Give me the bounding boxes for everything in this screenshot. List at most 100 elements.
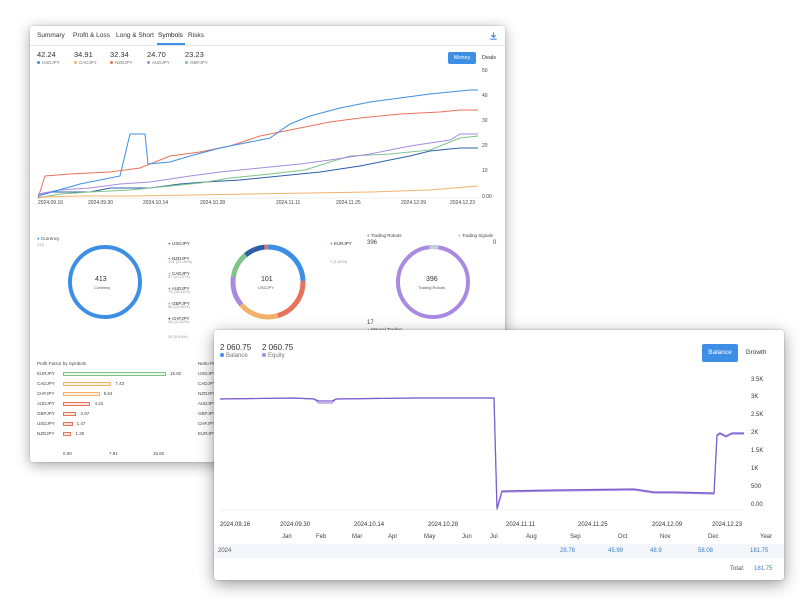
month-header: Mar bbox=[352, 534, 363, 540]
manual-count: 17 bbox=[367, 320, 374, 326]
money-button[interactable]: Money bbox=[448, 52, 476, 64]
balance-legend[interactable]: 2 060.75 Balance bbox=[220, 343, 251, 359]
pf-symbol: CHFJPY bbox=[37, 391, 55, 396]
symbols-legend-item[interactable]: ● GBPJPY 48 (11.62%) bbox=[168, 301, 190, 324]
legend-gbpjpy[interactable]: 23.23 GBPJPY bbox=[185, 50, 208, 65]
x-tick: 2024.12.23 bbox=[712, 522, 743, 528]
legend-nzdjpy[interactable]: 32.34 NZDJPY bbox=[110, 50, 133, 65]
netto-symbol: CHFJPY bbox=[198, 421, 216, 426]
robots-label: Trading Robots bbox=[370, 233, 402, 238]
eurjpy-legend[interactable]: ● EURJPY 7 (1.69%) bbox=[330, 241, 352, 264]
symbols-center-label: USDJPY bbox=[258, 285, 274, 290]
month-header: Apr bbox=[388, 534, 398, 540]
symbol-name: AUDJPY bbox=[171, 286, 190, 291]
pf-bar[interactable] bbox=[63, 412, 77, 416]
equity-label: Equity bbox=[268, 353, 285, 359]
pf-bar[interactable] bbox=[63, 382, 112, 386]
manual-trading-legend[interactable]: ● Manual Trading bbox=[367, 327, 402, 332]
month-value[interactable]: 28.78 bbox=[560, 548, 576, 554]
symbol-detail: 101 (24.46%) bbox=[168, 259, 193, 264]
netto-profit-title: Netto Profit bbox=[198, 361, 221, 366]
month-value[interactable]: 45.99 bbox=[608, 548, 624, 554]
symbols-legend-item[interactable]: ● CADJPY 75 (18.16%) bbox=[168, 271, 190, 294]
symbols-legend-item[interactable]: ● AUDJPY 56 (13.56%) bbox=[168, 286, 190, 309]
robots-center-label: Trading Robots bbox=[418, 285, 446, 290]
tab-summary[interactable]: Summary bbox=[37, 32, 65, 39]
symbols-legend-item[interactable]: ● CHFJPY 39 (9.44%) bbox=[168, 316, 190, 339]
pf-bar[interactable] bbox=[63, 392, 100, 396]
legend-dot bbox=[37, 61, 40, 65]
equity-legend[interactable]: 2 060.75 Equity bbox=[262, 343, 293, 359]
series-gbpjpy-line bbox=[37, 135, 479, 199]
pf-symbol: USDJPY bbox=[37, 421, 55, 426]
x-tick: 2024.09.30 bbox=[280, 522, 311, 528]
download-icon[interactable] bbox=[489, 31, 498, 41]
y-tick: 1K bbox=[751, 466, 759, 472]
month-value[interactable]: 181.75 bbox=[750, 548, 769, 554]
symbols-legend-item[interactable]: ● NZDJPY 87 (21.07%) bbox=[168, 256, 190, 279]
pf-value: 1.30 bbox=[75, 431, 85, 436]
trading-robots-legend[interactable]: ● Trading Robots bbox=[367, 233, 402, 238]
pf-bar[interactable] bbox=[63, 402, 91, 406]
x-tick: 2024.12.09 bbox=[652, 522, 683, 528]
y-tick: 30 bbox=[482, 118, 488, 124]
legend-label: GBPJPY bbox=[190, 60, 208, 65]
legend-label: NZDJPY bbox=[115, 60, 133, 65]
total-label: Total: bbox=[730, 566, 745, 572]
trading-signals-legend[interactable]: ● Trading Signals bbox=[458, 233, 493, 238]
tab-risks[interactable]: Risks bbox=[188, 32, 204, 39]
symbol-detail: 39 (9.44%) bbox=[168, 334, 188, 339]
netto-symbol: GBPJPY bbox=[198, 411, 216, 416]
pf-bar[interactable] bbox=[63, 422, 73, 426]
x-tick: 2024.10.28 bbox=[200, 200, 226, 206]
x-tick: 2024.09.16 bbox=[220, 522, 251, 528]
legend-dot bbox=[147, 61, 150, 65]
active-tab-indicator bbox=[157, 43, 185, 45]
x-tick: 2024.09.30 bbox=[88, 200, 114, 206]
legend-cadjpy[interactable]: 34.91 CADJPY bbox=[74, 50, 97, 65]
manual-label: Manual Trading bbox=[371, 327, 402, 332]
netto-symbol: AUDJPY bbox=[198, 401, 216, 406]
month-value[interactable]: 58.08 bbox=[698, 548, 714, 554]
symbols-donut bbox=[230, 244, 306, 320]
legend-value: 32.34 bbox=[110, 50, 129, 59]
pf-bar[interactable] bbox=[63, 432, 72, 436]
x-tick: 2024.09.16 bbox=[38, 200, 64, 206]
legend-usdjpy[interactable]: 42.24 USDJPY bbox=[37, 50, 60, 65]
slice-nzdjpy bbox=[230, 244, 306, 320]
deals-button[interactable]: Deals bbox=[481, 55, 497, 61]
slice-eurjpy bbox=[230, 244, 306, 320]
year-row-2024[interactable] bbox=[214, 544, 784, 558]
legend-label: AUDJPY bbox=[152, 60, 170, 65]
legend-audjpy[interactable]: 24.70 AUDJPY bbox=[147, 50, 170, 65]
tab-profit-loss[interactable]: Profit & Loss bbox=[73, 32, 110, 39]
currency-center-label: Currency bbox=[94, 285, 111, 290]
growth-button[interactable]: Growth bbox=[745, 349, 767, 356]
currency-legend[interactable]: ● Currency bbox=[37, 236, 60, 241]
pf-axis-tick: 15.82 bbox=[153, 451, 165, 456]
year-label: 2024 bbox=[218, 548, 232, 554]
y-tick: 10 bbox=[482, 168, 488, 174]
balance-button[interactable]: Balance bbox=[702, 344, 738, 362]
symbol-name: GBPJPY bbox=[171, 301, 190, 306]
currency-ring bbox=[68, 245, 142, 319]
y-tick: 2K bbox=[751, 430, 759, 436]
netto-symbol: EURJPY bbox=[198, 431, 216, 436]
currency-title: Currency bbox=[40, 236, 60, 241]
x-tick: 2024.10.14 bbox=[354, 522, 385, 528]
tab-symbols[interactable]: Symbols bbox=[158, 32, 183, 39]
legend-dot bbox=[220, 353, 224, 358]
pf-symbol: NZDJPY bbox=[37, 431, 55, 436]
symbol-detail: 7 (1.69%) bbox=[330, 259, 348, 264]
symbols-legend-item[interactable]: ● USDJPY 101 (24.46%) bbox=[168, 241, 193, 264]
tab-long-short[interactable]: Long & Short bbox=[116, 32, 154, 39]
currency-center-value: 413 bbox=[95, 276, 107, 283]
month-value[interactable]: 48.9 bbox=[650, 548, 662, 554]
month-header: Nov bbox=[660, 534, 671, 540]
netto-symbol: NZDJPY bbox=[198, 391, 216, 396]
currency-donut bbox=[68, 245, 142, 319]
robots-center-value: 396 bbox=[426, 276, 438, 283]
y-tick: 3.5K bbox=[751, 377, 764, 383]
pf-bar[interactable] bbox=[63, 372, 166, 376]
y-tick: 50 bbox=[482, 68, 488, 74]
